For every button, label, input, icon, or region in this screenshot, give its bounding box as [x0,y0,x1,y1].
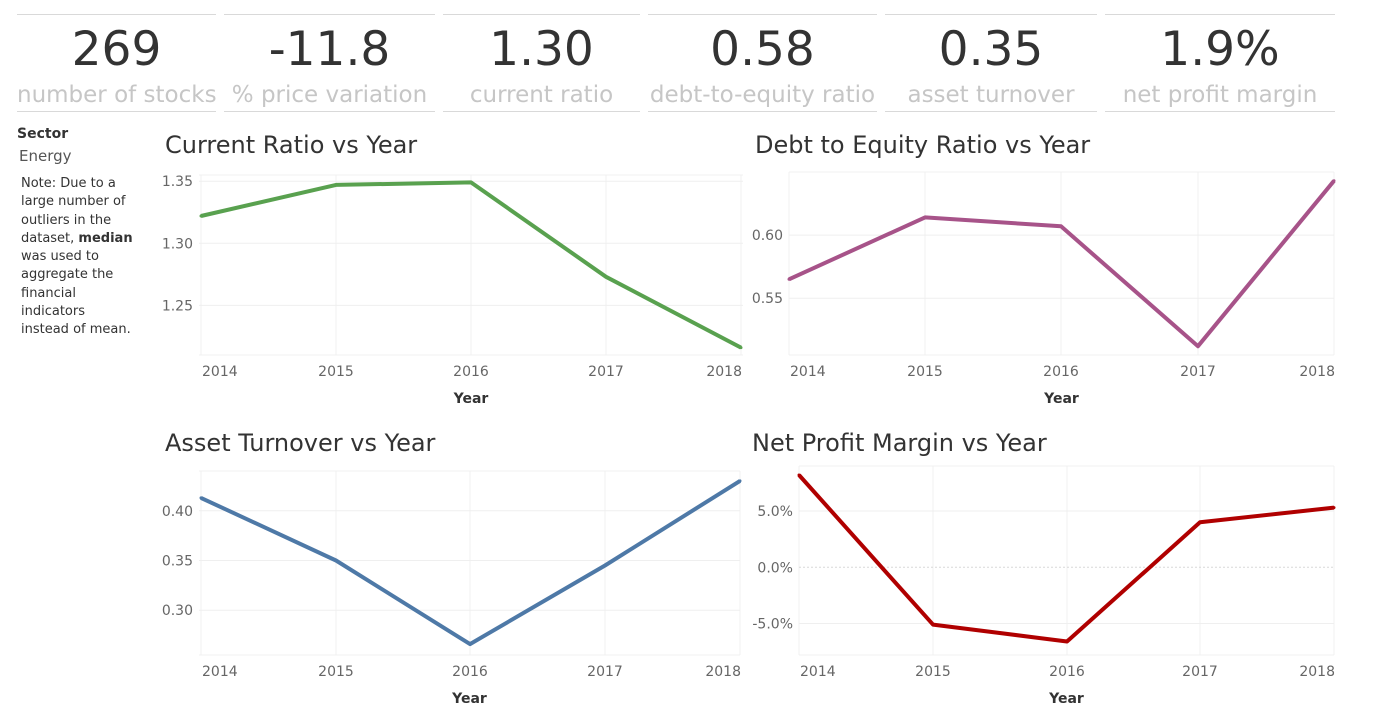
debt-to-equity-xtick-label: 2015 [907,364,943,380]
kpi-label: % price variation [231,82,428,108]
debt-to-equity-point-2018 [1332,179,1336,183]
note-before: Note: Due to a large number of outliers … [21,176,126,246]
current-ratio-xtick-label: 2016 [453,364,489,380]
kpi-asset-turnover: 0.35 asset turnover [885,14,1097,112]
kpi-debt-to-equity: 0.58 debt-to-equity ratio [648,14,877,112]
net-profit-margin-xtick-label: 2015 [915,664,951,680]
current-ratio-point-2016 [469,180,473,184]
note-text: Note: Due to a large number of outliers … [21,175,133,340]
current-ratio-point-2014 [199,214,203,218]
kpi-net-profit-margin: 1.9% net profit margin [1105,14,1335,112]
debt-to-equity-xtick-label: 2018 [1299,364,1335,380]
debt-to-equity-point-2015 [923,215,927,219]
asset-turnover-point-2014 [199,496,203,500]
current-ratio-xtick-label: 2017 [588,364,624,380]
kpi-current-ratio: 1.30 current ratio [443,14,640,112]
net-profit-margin-ytick-label: -5.0% [752,617,793,633]
current-ratio-xtick-label: 2015 [318,364,354,380]
asset-turnover-point-2016 [468,642,472,646]
kpi-value: -11.8 [268,22,391,77]
asset-turnover-xtick-label: 2017 [587,664,623,680]
kpi-label: number of stocks [17,82,217,108]
debt-to-equity-xtick-label: 2016 [1043,364,1079,380]
asset-turnover-xtick-label: 2015 [318,664,354,680]
debt-to-equity-ytick-label: 0.55 [752,291,783,307]
asset-turnover-xtick-label: 2018 [705,664,741,680]
asset-turnover-xtick-label: 2016 [452,664,488,680]
debt-to-equity-point-2016 [1059,224,1063,228]
asset-turnover-point-2015 [334,559,338,562]
note-after: was used to aggregate the financial indi… [21,249,131,338]
debt-to-equity-point-2014 [787,277,791,281]
kpi-price-variation: -11.8 % price variation [224,14,435,112]
current-ratio-point-2015 [334,183,338,187]
kpi-value: 269 [71,22,162,77]
asset-turnover-ytick-label: 0.40 [162,504,193,520]
net-profit-margin-ytick-label: 5.0% [757,504,793,520]
chart-title-asset-turnover: Asset Turnover vs Year [165,429,436,457]
current-ratio-ytick-label: 1.25 [162,298,193,314]
asset-turnover-point-2017 [603,564,607,567]
kpi-value: 1.9% [1160,22,1280,77]
kpi-number-of-stocks: 269 number of stocks [17,14,217,112]
net-profit-margin-xaxis-label: Year [1048,691,1084,707]
kpi-value: 0.58 [710,22,815,77]
debt-to-equity-ytick-label: 0.60 [752,228,783,244]
debt-to-equity-xtick-label: 2017 [1180,364,1216,380]
debt-to-equity-point-2017 [1196,344,1200,348]
kpi-value: 1.30 [489,22,594,77]
debt-to-equity-xtick-label: 2014 [790,364,826,380]
sector-filter-value[interactable]: Energy [19,147,72,165]
asset-turnover-xaxis-label: Year [451,691,487,707]
sector-filter-title: Sector [17,126,69,142]
chart-title-debt-to-equity: Debt to Equity Ratio vs Year [755,131,1091,159]
kpi-label: current ratio [469,82,614,108]
net-profit-margin-xtick-label: 2018 [1299,664,1335,680]
kpi-label: debt-to-equity ratio [649,82,876,108]
asset-turnover-xtick-label: 2014 [202,664,238,680]
current-ratio-point-2017 [604,275,608,279]
net-profit-margin-point-2017 [1198,520,1202,524]
net-profit-margin-point-2016 [1065,640,1069,643]
current-ratio-xtick-label: 2014 [202,364,238,380]
current-ratio-xaxis-label: Year [453,391,489,407]
chart-title-net-profit-margin: Net Profit Margin vs Year [752,429,1047,457]
current-ratio-ytick-label: 1.30 [162,236,193,252]
kpi-label: net profit margin [1122,82,1318,108]
asset-turnover-ytick-label: 0.35 [162,554,193,570]
net-profit-margin-xtick-label: 2017 [1182,664,1218,680]
kpi-label: asset turnover [907,82,1075,108]
kpi-value: 0.35 [938,22,1044,77]
asset-turnover-ytick-label: 0.30 [162,603,193,619]
net-profit-margin-xtick-label: 2014 [800,664,836,680]
net-profit-margin-point-2018 [1332,506,1336,510]
current-ratio-xtick-label: 2018 [706,364,742,380]
current-ratio-ytick-label: 1.35 [162,174,193,190]
debt-to-equity-xaxis-label: Year [1043,391,1079,407]
net-profit-margin-point-2014 [797,473,801,477]
note-bold: median [78,230,133,246]
net-profit-margin-point-2015 [931,623,935,627]
asset-turnover-point-2018 [738,479,742,483]
chart-title-current-ratio: Current Ratio vs Year [165,131,418,159]
current-ratio-point-2018 [739,346,743,350]
net-profit-margin-xtick-label: 2016 [1049,664,1085,680]
net-profit-margin-ytick-label: 0.0% [757,560,793,576]
